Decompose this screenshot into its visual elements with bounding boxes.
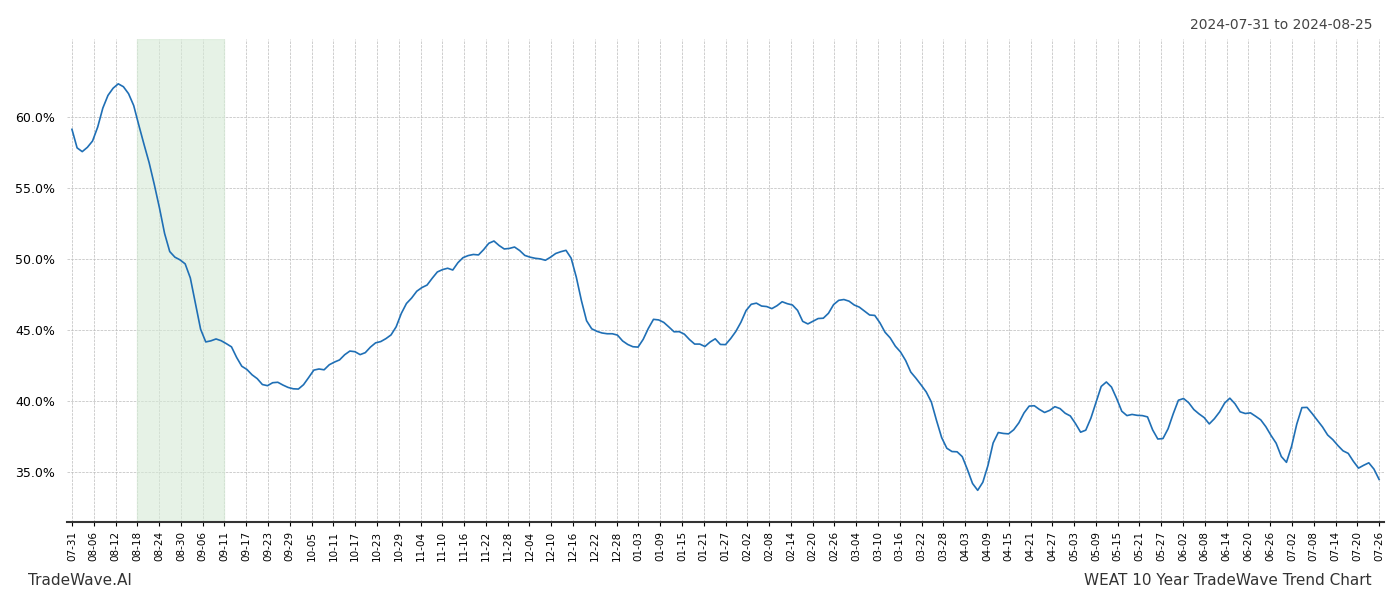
Text: TradeWave.AI: TradeWave.AI [28,573,132,588]
Text: WEAT 10 Year TradeWave Trend Chart: WEAT 10 Year TradeWave Trend Chart [1085,573,1372,588]
Text: 2024-07-31 to 2024-08-25: 2024-07-31 to 2024-08-25 [1190,18,1372,32]
Bar [137,39,224,522]
